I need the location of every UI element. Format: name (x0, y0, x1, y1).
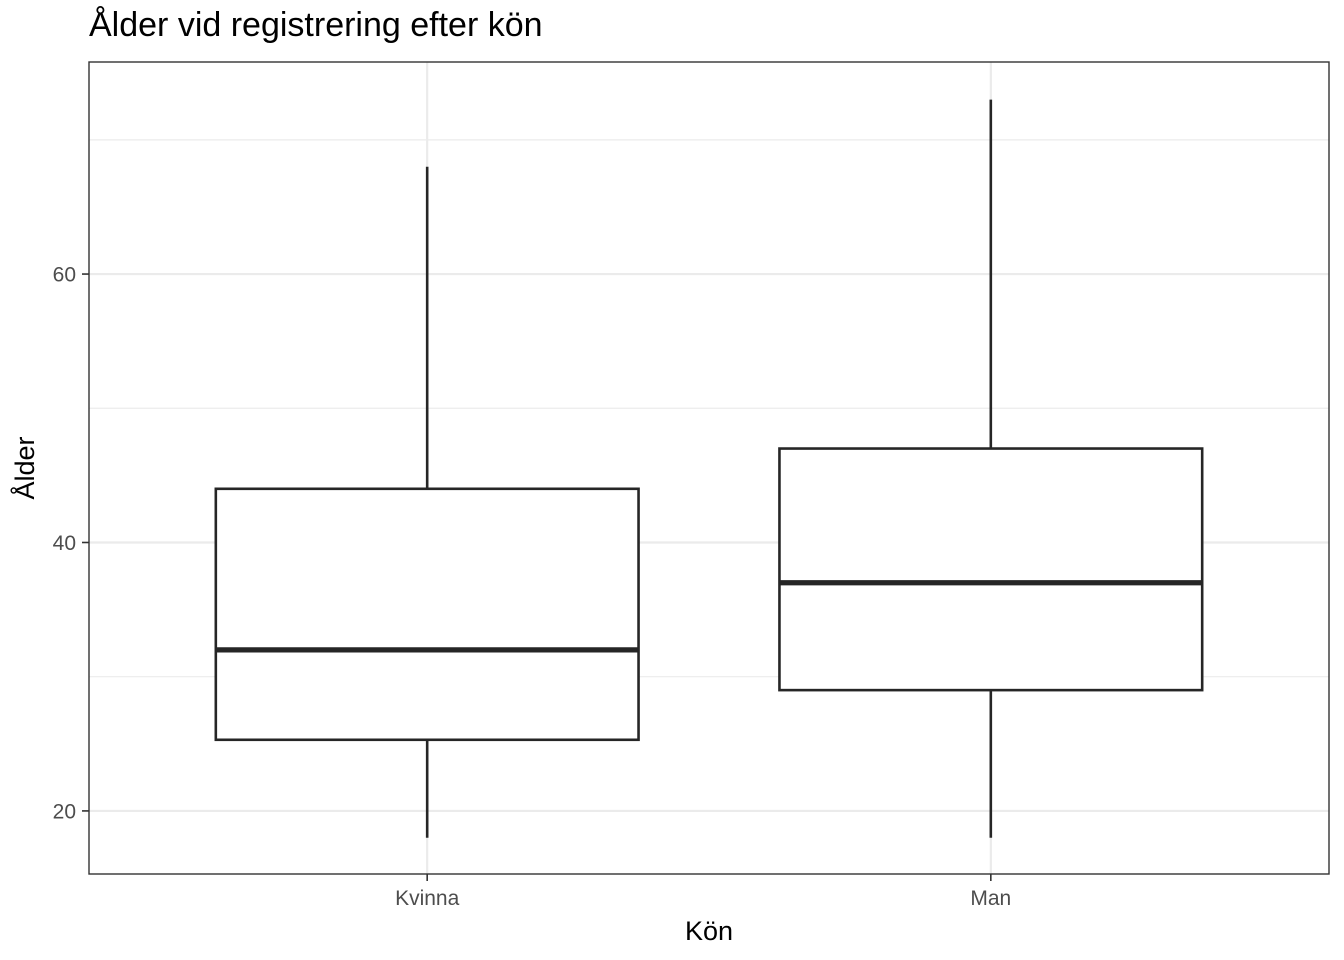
y-tick-label: 20 (53, 800, 76, 823)
iqr-box (778, 447, 1204, 692)
x-axis-title: Kön (685, 916, 733, 946)
box-layer (214, 99, 1204, 838)
tick-layer: 20 40 60 Kvinna Man (53, 264, 1012, 910)
y-axis-title: Ålder (9, 436, 40, 499)
panel-border (88, 61, 1330, 875)
iqr-box (214, 487, 640, 742)
chart-title: Ålder vid registrering efter kön (89, 6, 543, 44)
y-tick-label: 40 (53, 532, 76, 555)
y-tick-label: 60 (53, 264, 76, 287)
x-tick-label: Man (970, 887, 1011, 910)
box-kvinna (214, 166, 640, 838)
box-man (778, 99, 1204, 838)
x-tick-label: Kvinna (395, 887, 460, 910)
